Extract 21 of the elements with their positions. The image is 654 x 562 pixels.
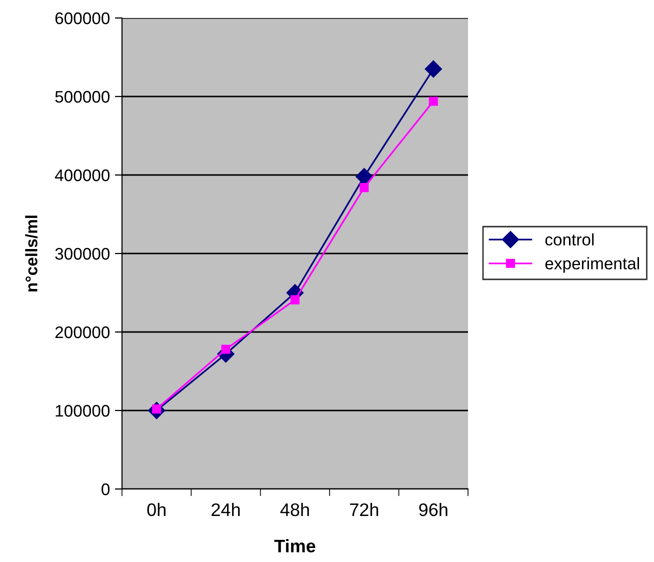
y-tick-label: 400000 [54,169,110,182]
legend-label: control [545,233,594,246]
x-tick-label: 48h [280,502,309,516]
x-tick-label: 0h [147,502,166,516]
point [428,96,438,106]
y-tick-label: 300000 [55,248,110,260]
x-tick-label: 24h [212,502,240,516]
y-tick-label: 100000 [56,404,110,417]
y-tick-label: 600000 [55,12,110,24]
x-tick-label: 72h [350,502,378,516]
y-tick-label: 500000 [55,90,110,103]
point [290,295,300,304]
point [424,60,442,78]
point [221,344,230,354]
y-tick-label: 200000 [55,326,110,338]
legend-label: experimental [545,257,639,273]
point [360,183,369,192]
y-tick-label: 0 [102,483,110,496]
y-axis-title: n°cells/ml [25,216,38,292]
x-axis-title: Time [274,539,316,552]
x-tick-label: 96h [419,502,448,516]
